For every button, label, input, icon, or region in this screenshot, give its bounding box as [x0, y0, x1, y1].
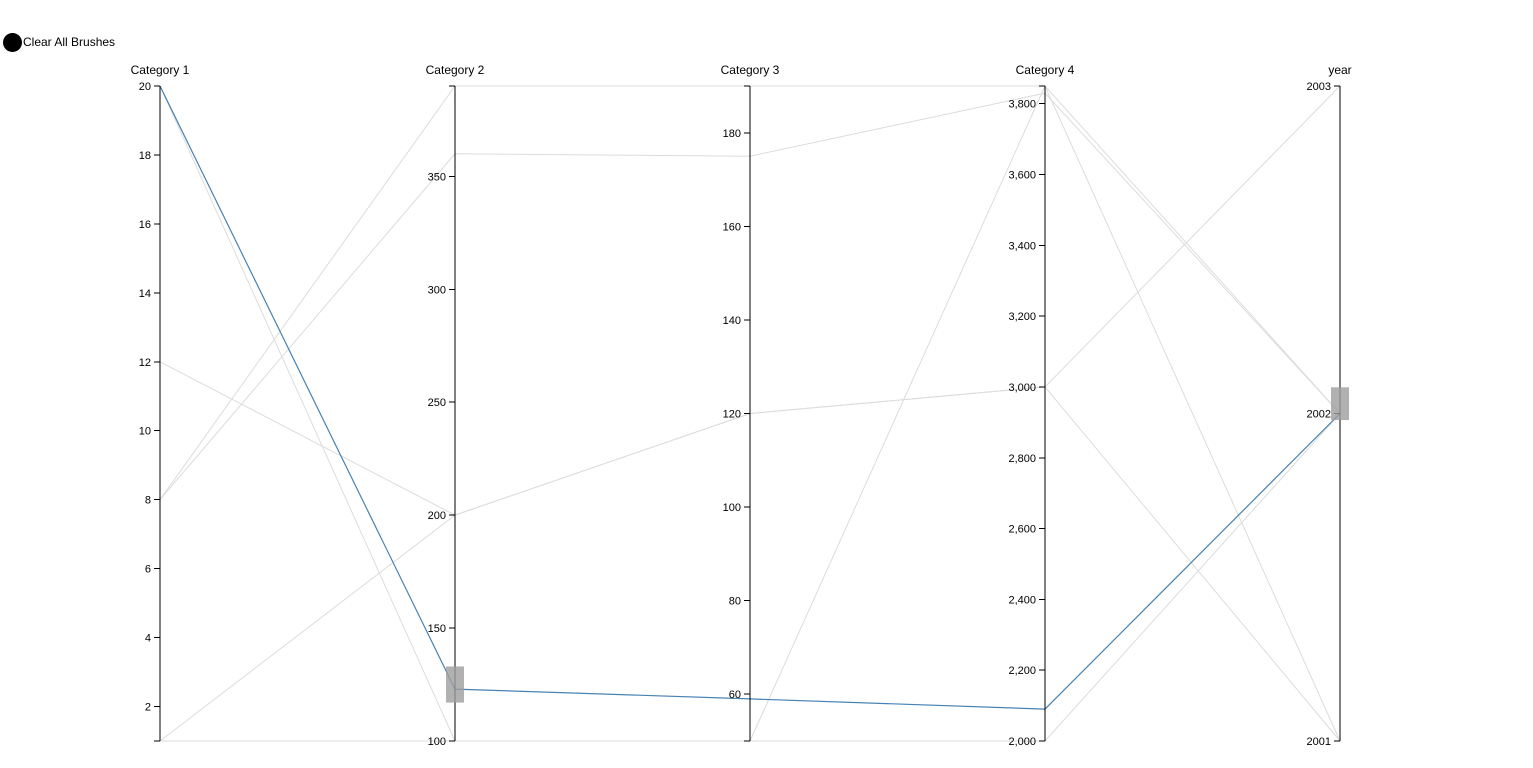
tick-label: 120: [723, 409, 741, 421]
axis-category-3: 60 80 100 120 140 160 180 Category 3: [721, 63, 780, 742]
tick-label: 4: [145, 633, 151, 645]
tick-label: 2001: [1307, 736, 1331, 748]
axis-category-1: 2 4 6 8 10 12 14 16 18 20 Category 1: [131, 63, 190, 742]
axis-title-year: year: [1328, 63, 1351, 77]
tick-label: 300: [428, 284, 446, 296]
tick-label: 2,200: [1008, 665, 1036, 677]
tick-label: 12: [139, 357, 151, 369]
axis-title-category-4: Category 4: [1016, 63, 1075, 77]
axis-title-category-2: Category 2: [426, 63, 485, 77]
tick-label: 18: [139, 150, 151, 162]
tick-label: 3,000: [1008, 382, 1036, 394]
tick-label: 160: [723, 221, 741, 233]
tick-label: 2,600: [1008, 524, 1036, 536]
tick-label: 8: [145, 495, 151, 507]
tick-label: 250: [428, 397, 446, 409]
axis-title-category-3: Category 3: [721, 63, 780, 77]
axis-year: 2001 2002 2003 year: [1307, 63, 1352, 748]
tick-label: 150: [428, 623, 446, 635]
tick-label: 100: [428, 736, 446, 748]
axes: 2 4 6 8 10 12 14 16 18 20 Category 1 100 150 200 250 30…: [131, 63, 1352, 748]
tick-label: 200: [428, 510, 446, 522]
tick-label: 6: [145, 564, 151, 576]
tick-label: 2003: [1307, 81, 1331, 93]
tick-label: 100: [723, 502, 741, 514]
brush-year[interactable]: [1331, 387, 1349, 421]
brush-category-2[interactable]: [446, 666, 464, 703]
tick-label: 60: [729, 689, 741, 701]
tick-label: 2002: [1307, 409, 1331, 421]
tick-label: 16: [139, 219, 151, 231]
tick-label: 3,800: [1008, 99, 1036, 111]
axis-category-4: 2,000 2,200 2,400 2,600 2,800 3,000 3,200 3,400…: [1008, 63, 1074, 748]
tick-label: 180: [723, 128, 741, 140]
clear-all-brushes-button[interactable]: Clear All Brushes: [3, 32, 115, 52]
tick-label: 2: [145, 702, 151, 714]
clear-dot-icon: [3, 32, 22, 52]
tick-label: 3,600: [1008, 170, 1036, 182]
tick-label: 2,000: [1008, 736, 1036, 748]
tick-label: 20: [139, 81, 151, 93]
clear-all-brushes-label: Clear All Brushes: [23, 35, 116, 49]
tick-label: 140: [723, 315, 741, 327]
tick-label: 80: [729, 596, 741, 608]
tick-label: 14: [139, 288, 151, 300]
tick-label: 3,400: [1008, 240, 1036, 252]
tick-label: 2,800: [1008, 453, 1036, 465]
tick-label: 3,200: [1008, 311, 1036, 323]
tick-label: 10: [139, 426, 151, 438]
tick-label: 2,400: [1008, 594, 1036, 606]
brushes: [446, 387, 1349, 703]
tick-label: 350: [428, 171, 446, 183]
axis-title-category-1: Category 1: [131, 63, 190, 77]
axis-category-2: 100 150 200 250 300 350 Category 2: [426, 63, 485, 748]
